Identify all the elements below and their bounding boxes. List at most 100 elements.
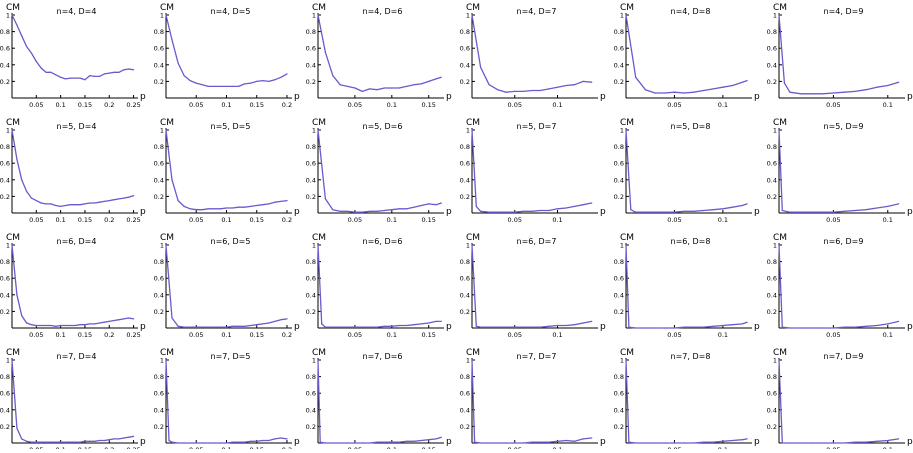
data-point bbox=[238, 85, 240, 87]
data-point bbox=[887, 323, 889, 325]
x-tick-label: 0.15 bbox=[249, 101, 263, 109]
data-point bbox=[832, 442, 835, 444]
data-point bbox=[361, 90, 363, 92]
data-point bbox=[565, 84, 567, 87]
data-point bbox=[898, 320, 900, 322]
x-tick-label: 0.05 bbox=[348, 216, 362, 224]
x-axis-label: p bbox=[294, 322, 300, 332]
x-axis-label: p bbox=[294, 92, 300, 102]
data-point bbox=[256, 440, 258, 442]
y-tick-label: 0.2 bbox=[0, 308, 10, 316]
data-point bbox=[811, 211, 813, 213]
data-point bbox=[591, 81, 593, 83]
x-axis-label: p bbox=[600, 207, 606, 217]
chart-title: n=7, D=6 bbox=[363, 352, 403, 361]
data-point bbox=[406, 440, 408, 442]
x-tick-label: 0.05 bbox=[29, 216, 43, 224]
data-point bbox=[369, 326, 371, 328]
data-point bbox=[103, 73, 105, 75]
data-point bbox=[471, 14, 473, 16]
data-point bbox=[244, 206, 246, 208]
data-point bbox=[189, 326, 191, 328]
data-point bbox=[55, 325, 57, 327]
data-point bbox=[40, 441, 42, 443]
data-point bbox=[702, 89, 705, 92]
data-point bbox=[84, 203, 86, 205]
data-point bbox=[475, 325, 477, 327]
data-point bbox=[60, 76, 62, 78]
data-point bbox=[821, 211, 824, 213]
y-tick-label: 1 bbox=[160, 242, 164, 250]
y-tick-label: 0.2 bbox=[460, 308, 470, 316]
data-point bbox=[398, 208, 400, 210]
data-point bbox=[332, 75, 334, 77]
x-axis-label: p bbox=[907, 92, 913, 102]
y-tick-label: 0.8 bbox=[0, 28, 10, 36]
x-axis-label: p bbox=[600, 92, 606, 102]
data-point bbox=[324, 51, 326, 53]
data-point bbox=[732, 206, 734, 208]
y-tick-label: 0.4 bbox=[460, 406, 470, 414]
data-point bbox=[800, 327, 802, 329]
data-point bbox=[250, 82, 252, 84]
x-tick-label: 0.1 bbox=[718, 216, 728, 224]
data-point bbox=[514, 442, 516, 444]
data-point bbox=[693, 442, 695, 444]
data-point bbox=[201, 326, 203, 328]
y-tick-label: 0.2 bbox=[460, 193, 470, 201]
data-point bbox=[778, 359, 780, 361]
x-tick-label: 0.25 bbox=[126, 216, 140, 224]
data-point bbox=[346, 85, 349, 87]
y-tick-label: 0.6 bbox=[306, 160, 316, 168]
y-tick-label: 0.8 bbox=[154, 28, 164, 36]
data-point bbox=[505, 326, 507, 328]
data-point bbox=[108, 320, 110, 322]
data-point bbox=[435, 320, 437, 322]
data-point bbox=[781, 209, 783, 212]
data-point bbox=[702, 326, 705, 328]
y-axis-label: CM bbox=[312, 233, 326, 243]
data-point bbox=[133, 195, 135, 197]
x-tick-label: 0.1 bbox=[718, 101, 728, 109]
y-axis-label: CM bbox=[160, 3, 174, 13]
y-axis-label: CM bbox=[160, 348, 174, 358]
data-point bbox=[201, 84, 203, 86]
x-tick-label: 0.05 bbox=[667, 101, 681, 109]
data-point bbox=[531, 441, 533, 443]
data-point bbox=[406, 208, 408, 210]
x-axis-label: p bbox=[907, 322, 913, 332]
data-point bbox=[244, 83, 246, 85]
data-point bbox=[231, 85, 234, 87]
y-tick-label: 0.6 bbox=[460, 275, 470, 283]
x-tick-label: 0.15 bbox=[421, 331, 435, 339]
data-point bbox=[854, 90, 856, 92]
data-point bbox=[556, 324, 559, 327]
data-point bbox=[664, 92, 666, 94]
data-point bbox=[21, 438, 23, 440]
y-tick-label: 0.4 bbox=[0, 291, 10, 299]
x-tick-label: 0.2 bbox=[104, 216, 114, 224]
data-point bbox=[693, 326, 695, 328]
data-point bbox=[268, 322, 270, 324]
x-tick-label: 0.25 bbox=[126, 331, 140, 339]
data-point bbox=[171, 179, 173, 181]
data-point bbox=[84, 440, 86, 442]
data-point bbox=[741, 204, 743, 207]
x-tick-label: 0.05 bbox=[508, 101, 522, 109]
data-point bbox=[35, 324, 37, 327]
data-point bbox=[383, 441, 385, 443]
data-point bbox=[654, 442, 656, 444]
y-tick-label: 0.4 bbox=[767, 291, 777, 299]
data-point bbox=[625, 359, 627, 361]
series-line bbox=[165, 129, 288, 211]
data-point bbox=[480, 210, 482, 212]
y-axis-label: CM bbox=[773, 233, 787, 243]
data-point bbox=[497, 211, 499, 213]
data-point bbox=[781, 326, 783, 328]
data-point bbox=[574, 440, 576, 442]
y-tick-label: 0.6 bbox=[0, 45, 10, 53]
series-line bbox=[11, 14, 134, 81]
data-point bbox=[488, 442, 490, 444]
data-point bbox=[238, 441, 240, 443]
data-point bbox=[420, 439, 422, 442]
